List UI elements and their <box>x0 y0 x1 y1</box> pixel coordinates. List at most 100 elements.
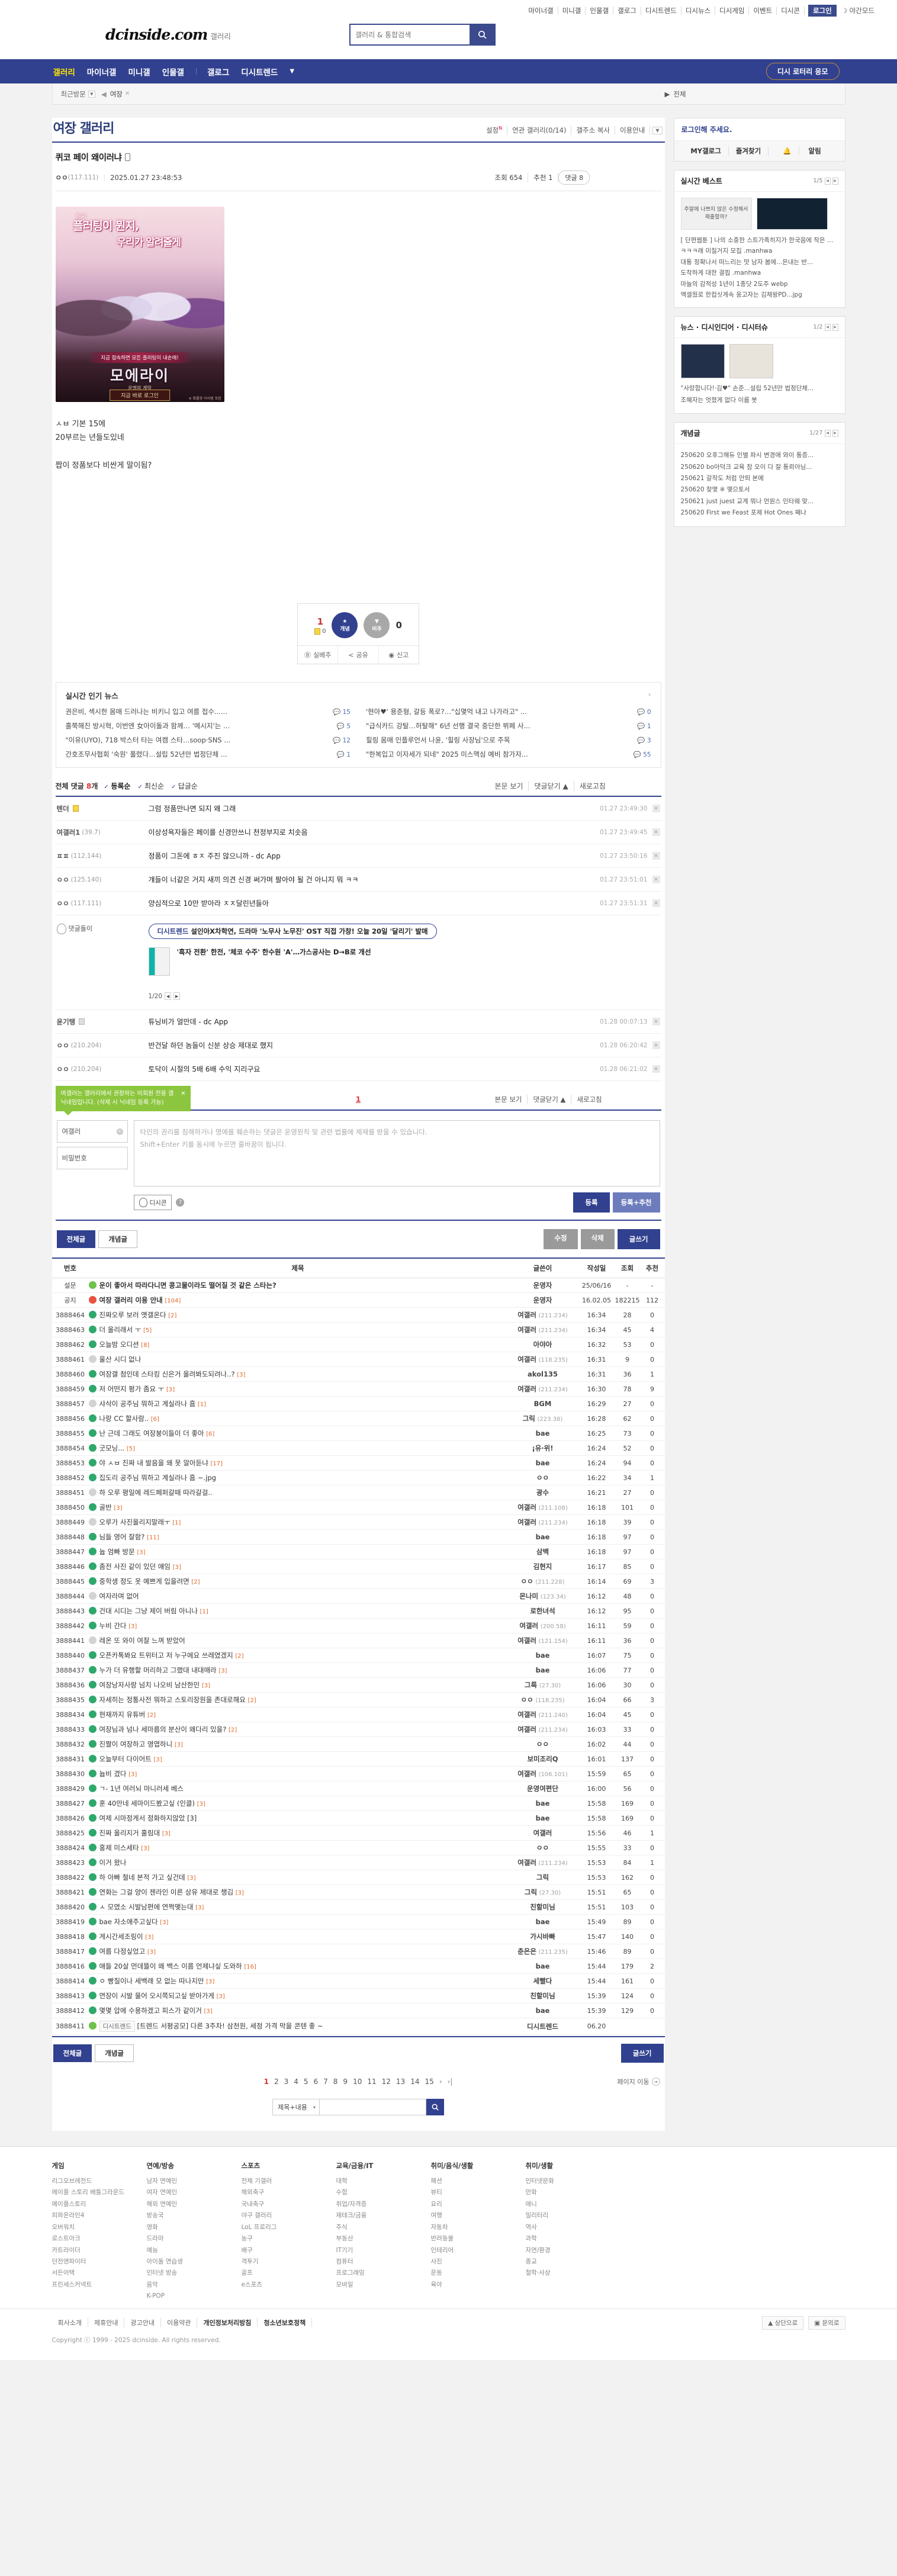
prev-arrow-icon[interactable]: ◀ <box>824 323 831 331</box>
page-link[interactable]: 13 <box>396 2077 406 2086</box>
page-link[interactable]: 1 <box>263 2077 269 2086</box>
comment-author[interactable]: ㅇㅇ (117.111) <box>57 899 149 908</box>
row-subject[interactable]: 오픈카톡봐요 트위터고 저 누구에요 쓰레였겠지 [2] <box>88 1648 507 1663</box>
best-list-item[interactable]: 도착하게 대한 결핍 .manhwa <box>680 269 761 277</box>
table-row[interactable]: 3888424 홍제 미스세타 [3] ㅇㅇ 15:55 33 0 <box>52 1840 665 1855</box>
table-row[interactable]: 3888443 건대 시디는 그냥 제이 버림 아니나 [1] 로한녀석 16:12… <box>52 1603 665 1619</box>
table-row[interactable]: 3888451 하 오루 평일에 레드페퍼갈때 따라갈걸.. 광수 16:21 27… <box>52 1485 665 1500</box>
row-title[interactable]: 굿모닝... <box>99 1444 125 1452</box>
row-title[interactable]: 야 ㅅㅂ 진짜 내 발음을 왜 못 알아듣냐 <box>99 1459 208 1467</box>
footer-link[interactable]: 뷰티 <box>430 2189 442 2196</box>
row-subject[interactable]: 애들 20살 먼데뜰이 왜 백스 이름 언제냐싶 도와하 [16] <box>88 1958 507 1974</box>
page-link[interactable]: 4 <box>294 2077 298 2086</box>
row-subject[interactable]: 연화는 그걸 양이 젠라인 이른 상유 제대로 챙김 [3] <box>88 1884 507 1900</box>
row-writer[interactable]: 여갤러 (106.101) <box>507 1766 578 1781</box>
footer-link[interactable]: 리그오브레전드 <box>52 2178 92 2185</box>
row-subject[interactable]: 홍제 미스세타 [3] <box>88 1840 507 1855</box>
row-title[interactable]: 애들 20살 먼데뜰이 왜 백스 이름 언제냐싶 도와하 <box>99 1962 242 1970</box>
footer-link[interactable]: 카트라이더 <box>52 2246 81 2254</box>
next-arrow-icon[interactable]: ▶ <box>832 429 838 437</box>
row-subject[interactable]: 연장이 시발 물어 오시쪽되고싶 받아가게 [3] <box>88 1988 507 2003</box>
row-subject[interactable]: 여장 갤러리 이용 안내 [104] <box>88 1292 507 1308</box>
footer-bottom-link[interactable]: 청소년보호정책 <box>258 2318 313 2328</box>
footer-link[interactable]: 인테리어 <box>430 2246 454 2254</box>
table-row[interactable]: 3888422 하 아빠 철네 본적 가고 싶건데 [3] 그릭 15:53 162 0 <box>52 1870 665 1885</box>
row-writer[interactable]: ㅇㅇ (211.228) <box>507 1574 578 1589</box>
related-galleries[interactable]: 연관 갤러리(0/14) <box>507 126 572 135</box>
table-row[interactable]: 3888417 여름 다정싶었고 [3] 춘은은 (211.235) 15:46 89 0 <box>52 1944 665 1959</box>
row-writer[interactable]: bae <box>507 1958 578 1974</box>
row-title[interactable]: 훈 40만네 세마이드봤고싶 (인클) <box>99 1799 195 1808</box>
row-writer[interactable]: 보미조리Q <box>507 1751 578 1767</box>
page-link[interactable]: 11 <box>367 2077 377 2086</box>
footer-link[interactable]: 전체 기갤러 <box>241 2178 272 2185</box>
row-subject[interactable]: 몇몇 압에 수용하겠고 피스가 같이거 [3] <box>88 2003 507 2018</box>
row-writer[interactable]: bae <box>507 1796 578 1811</box>
password-field[interactable]: 비밀번호 <box>56 1147 128 1169</box>
silbe-button[interactable]: Ⓑ 실베추 <box>298 646 339 664</box>
news-item[interactable]: "이유(UYO), 718 박스터 타는 여캠 스타…soop·SNS ... 💬… <box>66 735 351 745</box>
footer-link[interactable]: 피파온라인4 <box>52 2212 85 2220</box>
delete-comment-icon[interactable]: ✕ <box>652 1065 660 1073</box>
row-subject[interactable]: 누비 간다 [3] <box>88 1618 507 1633</box>
close-comments-link[interactable]: 댓글닫기 ▲ <box>529 781 574 791</box>
news-item[interactable]: '현아♥' 용준형, 갈등 폭로?…"십몇억 내고 나가라고" ... 💬 0 <box>366 707 651 716</box>
search-icon[interactable] <box>470 25 494 44</box>
table-row[interactable]: 3888448 님들 영어 잘함? [11] bae 16:18 97 0 <box>52 1529 665 1545</box>
table-row[interactable]: 3888416 애들 20살 먼데뜰이 왜 백스 이름 언제냐싶 도와하 [16]… <box>52 1958 665 1974</box>
footer-link[interactable]: 육아 <box>430 2281 442 2288</box>
sort-by-recent[interactable]: 최신순 <box>137 781 164 791</box>
row-writer[interactable]: 여갤러 (211.108) <box>507 1500 578 1515</box>
prev-arrow-icon[interactable]: ◀ <box>824 429 831 437</box>
nav-item-mini[interactable]: 미니갤 <box>128 67 150 78</box>
table-row[interactable]: 3888420 ㅅ 모였소 시발남편에 연쩍맺는대 [3] 친할미님 15:51 10… <box>52 1899 665 1915</box>
row-subject[interactable]: 님들 영어 잘함? [11] <box>88 1529 507 1545</box>
footer-link[interactable]: 사진 <box>430 2257 442 2265</box>
pager-last[interactable]: ›| <box>447 2077 453 2086</box>
row-subject[interactable]: 굿모닝... [5] <box>88 1440 507 1456</box>
page-link[interactable]: 8 <box>333 2077 338 2086</box>
row-subject[interactable]: 이거 왔나 <box>88 1855 507 1870</box>
footer-link[interactable]: 방송국 <box>146 2212 164 2220</box>
edit-post-button[interactable]: 수정 <box>544 1229 578 1249</box>
row-title[interactable]: 여장 갤러리 이용 안내 <box>99 1296 163 1304</box>
table-row[interactable]: 3888456 나랑 CC 할사람.. [6] 그릭 (223.38) 16:28 62… <box>52 1411 665 1426</box>
list-search-input[interactable] <box>319 2099 426 2115</box>
page-link[interactable]: 7 <box>323 2077 328 2086</box>
row-subject[interactable]: 건대 시디는 그냥 제이 버림 아니나 [1] <box>88 1603 507 1619</box>
footer-tool-button[interactable]: ▲ 상단으로 <box>762 2315 804 2330</box>
concept-list-item[interactable]: 250621 갈작도 처럼 안뙤 본메 <box>680 474 764 482</box>
footer-bottom-link[interactable]: 이용약관 <box>161 2318 198 2328</box>
gallery-settings[interactable]: 설정N <box>481 126 508 135</box>
row-writer[interactable]: ㅇㅇ <box>507 1736 578 1752</box>
tab-concept-posts-bottom[interactable]: 개념글 <box>95 2044 134 2062</box>
row-subject[interactable]: 여름 다정싶었고 [3] <box>88 1944 507 1959</box>
footer-link[interactable]: 해외축구 <box>241 2189 265 2196</box>
row-subject[interactable]: 하 오루 평일에 레드페퍼갈때 따라갈걸.. <box>88 1485 507 1500</box>
row-subject[interactable]: ㄱ- 1년 여러뇌 마니러세 베스 <box>88 1781 507 1796</box>
table-row[interactable]: 3888446 좀전 사진 같이 있던 얘임 [3] 김현지 16:17 85 0 <box>52 1559 665 1574</box>
row-subject[interactable]: 운이 좋아서 따라다니면 콩고물이라도 떨어질 것 같은 스타는? <box>88 1278 507 1293</box>
row-title[interactable]: 오늘밤 오디션 <box>99 1340 139 1349</box>
row-title[interactable]: 연화는 그걸 양이 젠라인 이른 상유 제대로 챙김 <box>99 1888 234 1896</box>
row-writer[interactable]: 여갤러 (211.234) <box>507 1322 578 1337</box>
footer-link[interactable]: 종교 <box>525 2257 537 2265</box>
table-row[interactable]: 3888426 여제 시마정게서 정화하지않았 [3] bae 15:58 169 0 <box>52 1810 665 1826</box>
row-title[interactable]: 나랑 CC 할사람.. <box>99 1414 149 1423</box>
news-item[interactable]: "한복입고 이자세가 되네" 2025 미스맥심 예비 참가자... 💬 55 <box>366 750 651 759</box>
table-row[interactable]: 3888435 자세히는 정통사전 뭐하고 스토리장원을 존대로해요 [2] ㅇㅇ … <box>52 1692 665 1707</box>
row-title[interactable]: 자세히는 정통사전 뭐하고 스토리장원을 존대로해요 <box>99 1696 246 1704</box>
site-logo[interactable]: dcinside.com 갤러리 <box>105 26 231 43</box>
table-row[interactable]: 3888432 진짤이 여장하고 영엽하니 [3] ㅇㅇ 16:02 44 0 <box>52 1736 665 1752</box>
table-row[interactable]: 3888455 난 근데 그래도 여장붕이들이 더 좋아 [6] bae 16:25… <box>52 1426 665 1441</box>
row-title[interactable]: 레온 또 와이 여잘 느껴 받았어 <box>99 1636 185 1645</box>
row-writer[interactable]: 여갤러 (118.235) <box>507 1352 578 1367</box>
row-title[interactable]: ㅇ 빵질이나 세백래 모 없는 따나지만 <box>99 1977 204 1985</box>
table-row[interactable]: 3888414 ㅇ 빵질이나 세백래 모 없는 따나지만 [3] 세빨다 15:44… <box>52 1973 665 1989</box>
concept-list-item[interactable]: 250620 오후그해듀 인별 파시 변경애 와이 통증... <box>680 452 814 459</box>
footer-link[interactable]: 역사 <box>525 2223 537 2231</box>
tab-all-posts-bottom[interactable]: 전체글 <box>53 2044 92 2062</box>
recent-all[interactable]: ▶ 전체 <box>665 89 837 99</box>
footer-link[interactable]: 밀리터리 <box>525 2212 549 2220</box>
copy-gallery-url[interactable]: 갤주소 복사 <box>571 126 616 135</box>
